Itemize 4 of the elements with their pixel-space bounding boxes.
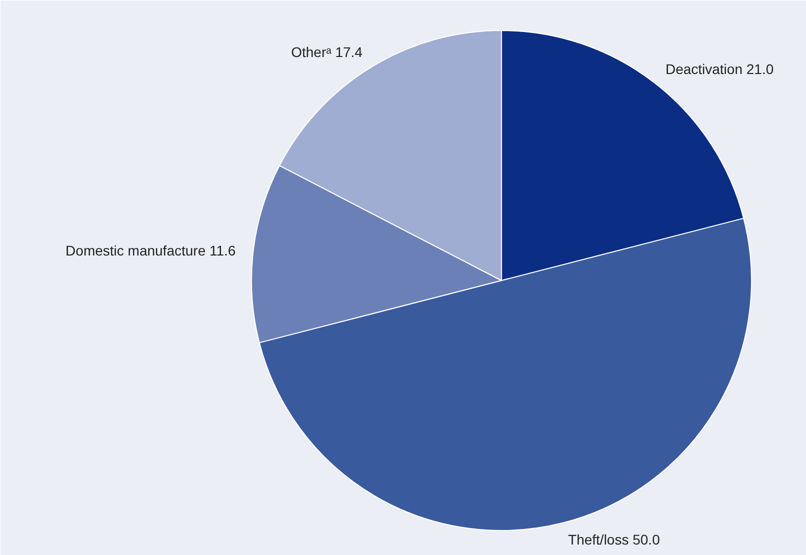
slice-label: Domestic manufacture 11.6: [66, 242, 236, 258]
slice-label: Theft/loss 50.0: [568, 532, 660, 548]
slice-label: Deactivation 21.0: [665, 61, 774, 78]
slice-label: Otherᵃ 17.4: [291, 44, 363, 60]
